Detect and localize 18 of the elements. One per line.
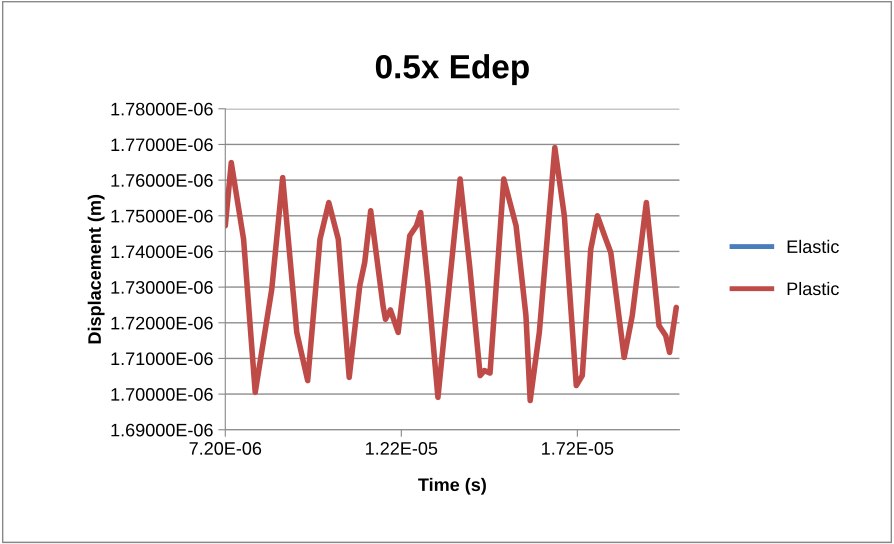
y-tick-label: 1.73000E-06 (111, 281, 213, 294)
y-tick-label: 1.76000E-06 (111, 174, 213, 187)
y-tick-label: 1.74000E-06 (111, 245, 213, 258)
legend-label: Elastic (788, 240, 839, 254)
x-tick-label: 7.20E-06 (190, 442, 262, 455)
legend-label: Plastic (788, 282, 839, 296)
y-tick-label: 1.77000E-06 (111, 138, 213, 152)
y-tick-label: 1.78000E-06 (111, 102, 213, 116)
y-tick-label: 1.71000E-06 (111, 352, 213, 366)
x-tick-label: 1.72E-05 (542, 442, 614, 455)
y-axis-title: Displacement (m) (88, 194, 105, 344)
x-axis-title: Time (s) (418, 478, 486, 495)
y-tick-label: 1.75000E-06 (111, 210, 213, 223)
y-tick-label: 1.69000E-06 (111, 424, 213, 436)
y-tick-label: 1.70000E-06 (111, 388, 213, 401)
x-tick-label: 1.22E-05 (366, 442, 438, 455)
y-tick-label: 1.72000E-06 (111, 316, 213, 330)
chart-title: 0.5x Edep (376, 54, 529, 86)
